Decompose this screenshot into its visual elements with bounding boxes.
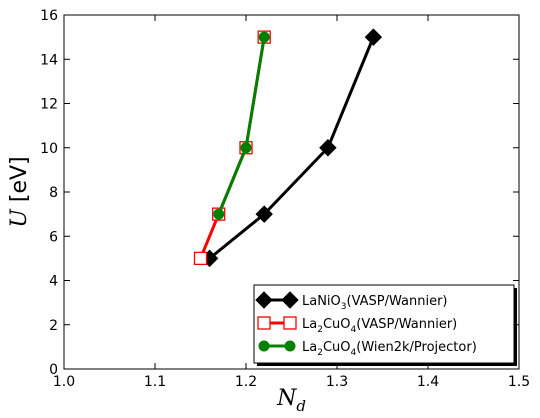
- legend-entry: La2CuO4(VASP/Wannier): [257, 316, 457, 335]
- y-axis-label-symbol: U: [7, 208, 32, 228]
- legend: LaNiO3(VASP/Wannier) La2CuO4(VASP/Wannier…: [253, 284, 517, 366]
- data-point: [255, 291, 273, 309]
- series-line: [199, 36, 266, 259]
- series-layer: [193, 28, 383, 268]
- x-tick-label: 1.3: [326, 374, 348, 390]
- y-tick-label: 16: [40, 8, 58, 24]
- series: [200, 28, 383, 268]
- x-tick-label: 1.5: [508, 374, 530, 390]
- y-tick-label: 6: [49, 229, 58, 245]
- series-line: [208, 36, 375, 260]
- data-point: [240, 142, 252, 154]
- data-point: [284, 340, 296, 352]
- legend-entry: LaNiO3(VASP/Wannier): [255, 291, 448, 312]
- x-axis-label-subscript: d: [296, 397, 306, 413]
- legend-label: La2CuO4(Wien2k/Projector): [302, 340, 477, 358]
- legend-label: La2CuO4(VASP/Wannier): [302, 317, 457, 335]
- data-point: [213, 208, 225, 220]
- data-point: [258, 31, 270, 43]
- x-tick-label: 1.4: [417, 374, 439, 390]
- data-point: [257, 316, 271, 330]
- y-tick-label: 12: [40, 97, 58, 113]
- x-tick-label: 1.1: [144, 374, 166, 390]
- y-axis-label: U [eV]: [7, 156, 32, 227]
- data-point: [364, 28, 383, 46]
- data-point: [255, 205, 273, 223]
- series-line: [217, 36, 266, 215]
- x-tick-label: 1.0: [53, 374, 75, 390]
- x-tick-label: 1.2: [235, 374, 257, 390]
- x-axis-label-symbol: N: [276, 386, 297, 411]
- y-tick-label: 8: [49, 185, 58, 201]
- ticks-layer: 1.0 1.1 1.2 1.3 1.4 1.5 0 2 4 6 8 10 12 14 16: [40, 8, 530, 390]
- y-axis-label-unit: [eV]: [7, 156, 32, 202]
- series: [213, 31, 270, 220]
- legend-entry: La2CuO4(Wien2k/Projector): [258, 340, 477, 358]
- y-tick-label: 14: [40, 52, 58, 68]
- y-tick-label: 2: [49, 318, 58, 334]
- y-tick-label: 10: [40, 141, 58, 157]
- data-point: [258, 340, 270, 352]
- y-tick-label: 4: [49, 274, 58, 290]
- legend-label: LaNiO3(VASP/Wannier): [302, 294, 448, 312]
- data-point: [319, 139, 337, 157]
- data-point: [283, 316, 297, 330]
- legend-box: [253, 284, 515, 364]
- x-axis-label: Nd: [276, 386, 306, 413]
- data-point: [193, 251, 208, 266]
- y-tick-label: 0: [49, 362, 58, 378]
- data-point: [281, 291, 299, 309]
